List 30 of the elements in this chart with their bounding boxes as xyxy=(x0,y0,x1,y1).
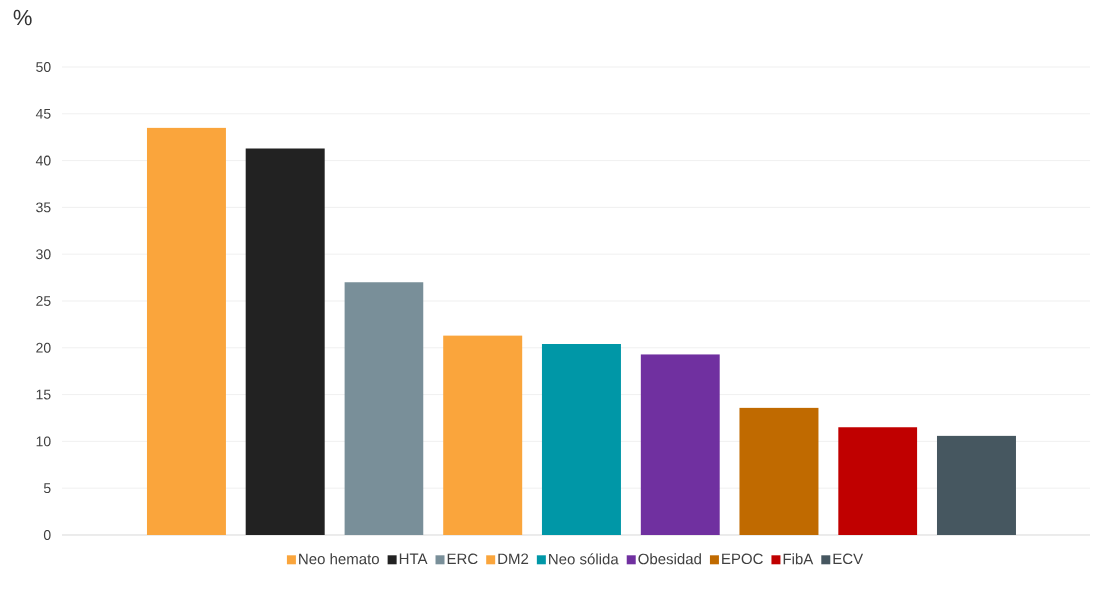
y-tick-label: 0 xyxy=(43,530,51,540)
bar xyxy=(541,344,621,535)
legend-label: Neo sólida xyxy=(549,553,619,565)
bar xyxy=(146,127,226,535)
y-axis-title: % xyxy=(13,9,32,26)
y-tick-label: 20 xyxy=(36,342,51,353)
legend-label: DM2 xyxy=(498,553,529,564)
y-tick-label: 40 xyxy=(35,155,51,166)
y-tick-label: 15 xyxy=(36,389,51,400)
bar xyxy=(245,148,325,535)
legend-label: ECV xyxy=(833,553,864,565)
legend-label: ERC xyxy=(447,553,478,565)
legend-label: Neo hemato xyxy=(299,553,379,565)
bar xyxy=(344,282,424,535)
legend-label: FibA xyxy=(783,553,814,565)
legend-label: HTA xyxy=(399,553,428,564)
y-tick-label: 50 xyxy=(36,62,51,72)
bar xyxy=(640,354,720,535)
y-tick-label: 30 xyxy=(36,249,51,260)
legend-label: Obesidad xyxy=(638,553,701,565)
y-tick-label: 45 xyxy=(35,108,51,119)
legend-label: EPOC xyxy=(722,553,763,565)
y-tick-label: 35 xyxy=(36,202,51,213)
y-tick-label: 10 xyxy=(36,436,51,447)
bar xyxy=(838,427,918,535)
bar xyxy=(739,407,819,535)
y-tick-label: 25 xyxy=(36,296,51,306)
bar xyxy=(936,435,1016,535)
bar xyxy=(443,335,523,535)
y-tick-label: 5 xyxy=(43,483,51,494)
